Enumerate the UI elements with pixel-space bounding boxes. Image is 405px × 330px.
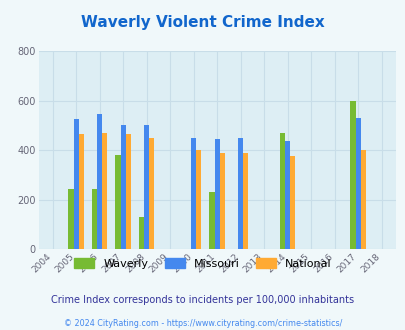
Bar [355, 118, 360, 249]
Bar [149, 138, 154, 249]
Text: © 2024 CityRating.com - https://www.cityrating.com/crime-statistics/: © 2024 CityRating.com - https://www.city… [64, 319, 341, 328]
Bar [191, 138, 196, 249]
Text: Waverly Violent Crime Index: Waverly Violent Crime Index [81, 15, 324, 30]
Bar [73, 119, 79, 249]
Bar [139, 217, 144, 249]
Bar [102, 133, 107, 249]
Bar [196, 150, 201, 249]
Bar [284, 141, 290, 249]
Bar [68, 188, 73, 249]
Bar [238, 138, 243, 249]
Bar [214, 139, 219, 249]
Bar [79, 134, 84, 249]
Bar [126, 134, 131, 249]
Bar [243, 152, 248, 249]
Bar [360, 150, 365, 249]
Bar [219, 152, 224, 249]
Bar [350, 101, 355, 249]
Bar [290, 156, 295, 249]
Bar [279, 133, 284, 249]
Bar [97, 114, 102, 249]
Bar [144, 125, 149, 249]
Bar [92, 188, 97, 249]
Bar [120, 125, 126, 249]
Bar [209, 192, 214, 249]
Legend: Waverly, Missouri, National: Waverly, Missouri, National [70, 254, 335, 273]
Bar [115, 155, 120, 249]
Text: Crime Index corresponds to incidents per 100,000 inhabitants: Crime Index corresponds to incidents per… [51, 295, 354, 305]
